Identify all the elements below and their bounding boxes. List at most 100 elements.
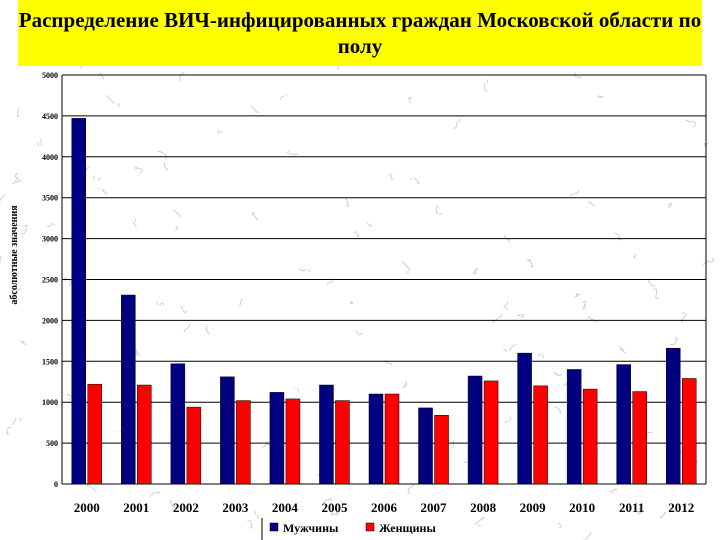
background-squiggle: [279, 95, 288, 100]
background-squiggle: [86, 485, 97, 492]
bar-men: [517, 352, 532, 485]
background-squiggle: [169, 500, 176, 509]
x-axis-labels: 2000 2001 2002 2003 2004 2005 2006 2007 2008 2009…: [74, 500, 694, 515]
background-squiggle: [174, 225, 180, 231]
y-tick-label: 4000: [42, 153, 58, 162]
y-tick-label: 2000: [42, 316, 58, 325]
x-tick-label: 2004: [272, 500, 299, 515]
y-tick-label: 0: [54, 480, 58, 489]
background-squiggle: [247, 520, 253, 529]
background-squiggle: [14, 288, 22, 296]
background-squiggle: [504, 416, 512, 424]
bar-women: [483, 380, 499, 485]
background-squiggle: [685, 119, 696, 128]
y-tick-label: 1500: [42, 357, 58, 366]
background-squiggle: [503, 301, 509, 310]
background-squiggle: [132, 218, 137, 228]
bar-men: [319, 384, 334, 485]
bar-men: [616, 364, 631, 485]
background-squiggle: [156, 301, 164, 306]
background-squiggle: [16, 107, 21, 118]
background-squiggle: [587, 315, 598, 323]
background-squiggle: [402, 381, 408, 388]
x-tick-label: 2002: [173, 500, 199, 515]
bar-women: [384, 393, 400, 485]
background-squiggle: [435, 205, 443, 215]
background-squiggle: [286, 150, 298, 156]
background-squiggle: [14, 173, 18, 182]
background-squiggle: [5, 426, 12, 436]
y-tick-label: 3500: [42, 194, 58, 203]
background-squiggle: [163, 162, 168, 172]
background-squiggle: [659, 512, 667, 519]
bar-men: [220, 376, 235, 485]
bar-men: [269, 392, 285, 485]
background-squiggle: [85, 165, 90, 171]
x-tick-label: 2010: [569, 500, 595, 515]
legend: Мужчины Женщины: [261, 518, 436, 540]
bar-women: [533, 385, 548, 485]
bar-women: [632, 391, 647, 485]
background-squiggle: [0, 256, 3, 264]
background-squiggle: [251, 105, 259, 115]
background-squiggle: [574, 293, 581, 298]
background-squiggle: [516, 314, 524, 319]
x-tick-label: 2011: [619, 500, 644, 515]
background-squiggle: [335, 511, 341, 516]
background-squiggle: [183, 323, 191, 333]
background-squiggle: [483, 79, 488, 92]
y-tick-label: 2500: [42, 276, 58, 285]
x-tick-label: 2001: [123, 500, 149, 515]
x-tick-label: 2005: [321, 500, 348, 515]
background-squiggle: [503, 344, 517, 352]
bar-men: [566, 369, 582, 485]
background-squiggle: [179, 306, 188, 313]
bars: [71, 118, 697, 485]
bar-women: [137, 384, 152, 485]
background-squiggle: [344, 198, 350, 207]
background-squiggle: [453, 118, 462, 129]
background-squiggle: [349, 300, 354, 305]
bar-women: [87, 383, 103, 485]
bar-men: [71, 118, 87, 485]
bar-women: [285, 398, 301, 485]
x-tick-label: 2009: [520, 500, 547, 515]
bar-men: [467, 375, 483, 485]
x-tick-label: 2007: [421, 500, 448, 515]
background-squiggle: [407, 484, 414, 494]
legend-label: Женщины: [379, 521, 436, 535]
background-squiggle: [11, 417, 22, 426]
background-squiggle: [637, 507, 644, 515]
background-squiggle: [388, 173, 395, 181]
background-squiggle: [619, 345, 626, 354]
bar-women: [236, 400, 251, 485]
bar-men: [368, 393, 384, 485]
background-squiggle: [12, 176, 22, 185]
legend-swatch: [365, 522, 375, 532]
background-squiggle: [667, 202, 672, 208]
bar-men: [418, 407, 433, 485]
bar-men: [170, 363, 186, 485]
bar-men: [665, 347, 681, 485]
background-squiggle: [538, 353, 545, 359]
background-squiggle: [366, 222, 372, 227]
background-squiggle: [47, 222, 55, 228]
page-title: Распределение ВИЧ-инфицированных граждан…: [18, 8, 702, 58]
background-squiggle: [582, 300, 587, 310]
bar-women: [434, 415, 449, 485]
background-squiggle: [410, 177, 420, 185]
background-squiggle: [474, 517, 485, 527]
background-squiggle: [0, 193, 6, 204]
y-tick-label: 500: [46, 439, 58, 448]
title-banner: Распределение ВИЧ-инфицированных граждан…: [18, 0, 702, 66]
background-squiggle: [472, 267, 479, 275]
background-squiggle: [298, 268, 311, 273]
background-squiggle: [106, 95, 120, 108]
background-squiggle: [669, 337, 679, 346]
background-squiggle: [553, 372, 562, 376]
x-tick-label: 2008: [470, 500, 497, 515]
background-squiggle: [557, 522, 562, 528]
background-squiggle: [239, 298, 243, 307]
bar-women: [681, 378, 697, 485]
